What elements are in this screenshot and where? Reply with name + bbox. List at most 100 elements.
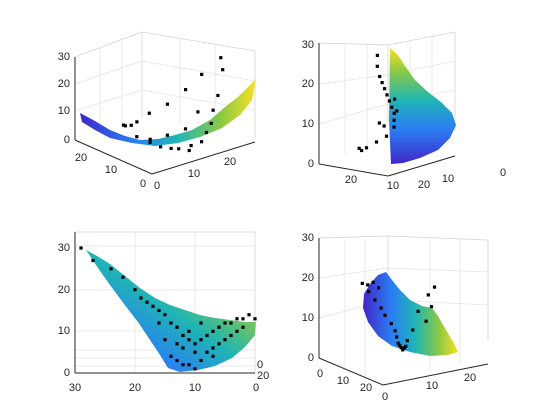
tr-data-point xyxy=(385,93,389,97)
bl-x-tick: 10 xyxy=(189,382,201,394)
bl-data-point xyxy=(193,367,197,371)
tr-z-tick: 20 xyxy=(302,78,314,90)
tr-data-point xyxy=(392,125,396,129)
tr-z-tick: 10 xyxy=(302,118,314,130)
bl-data-point xyxy=(169,321,173,325)
tl-data-point xyxy=(135,120,139,124)
tl-data-point xyxy=(148,140,152,144)
bl-y-tick: 0 xyxy=(257,359,263,371)
tl-z-tick: 30 xyxy=(58,51,70,63)
bl-data-point xyxy=(157,321,161,325)
br-x-tick: 20 xyxy=(464,372,476,384)
tl-data-point xyxy=(209,121,213,125)
bl-data-point xyxy=(163,338,167,342)
tl-data-point xyxy=(129,123,133,127)
bl-z-tick: 30 xyxy=(58,242,70,254)
tl-data-point xyxy=(169,146,173,150)
tr-data-points xyxy=(357,53,399,153)
tl-data-points xyxy=(121,56,225,153)
tr-x-axis xyxy=(387,155,456,177)
tl-data-point xyxy=(200,72,204,76)
br-data-point xyxy=(401,348,405,352)
br-x-tick: 10 xyxy=(426,380,438,392)
tr-surface xyxy=(389,48,456,164)
tl-data-point xyxy=(189,144,193,148)
tr-x-tick: 20 xyxy=(418,179,430,191)
tl-x-tick: 10 xyxy=(188,168,200,180)
tl-data-point xyxy=(196,110,200,114)
bl-data-point xyxy=(211,354,215,358)
bl-x-tick: 30 xyxy=(69,382,81,394)
br-y-tick: 10 xyxy=(337,375,349,387)
bl-data-point xyxy=(199,321,203,325)
tr-data-point xyxy=(364,146,369,150)
tl-data-point xyxy=(221,68,225,72)
tr-y-tick: 10 xyxy=(387,180,399,192)
bl-data-point xyxy=(211,346,215,350)
tl-data-point xyxy=(211,108,215,112)
bl-data-point xyxy=(133,288,137,292)
br-data-point xyxy=(366,283,370,287)
tl-data-point xyxy=(121,123,126,127)
br-data-point xyxy=(393,329,397,333)
br-data-point xyxy=(395,335,399,339)
bl-z-tick: 20 xyxy=(58,284,70,296)
bl-data-point xyxy=(91,258,95,263)
tl-z-tick: 10 xyxy=(58,105,70,117)
tl-y-tick: 20 xyxy=(75,152,87,164)
tl-data-point xyxy=(135,135,139,139)
bl-data-point xyxy=(181,346,185,350)
bl-data-point xyxy=(247,313,251,317)
br-data-point xyxy=(383,313,387,317)
bl-data-point xyxy=(223,338,227,342)
tl-data-point xyxy=(183,127,188,131)
br-data-point xyxy=(398,343,402,347)
br-data-point xyxy=(360,281,364,285)
br-data-point xyxy=(389,322,393,326)
br-data-point xyxy=(373,298,377,302)
bl-data-point xyxy=(121,275,125,279)
bl-data-point xyxy=(157,308,161,313)
br-data-point xyxy=(402,346,406,350)
subplot-bottom-left: 0 10 20 30 30 20 10 0 0 20 xyxy=(58,231,269,394)
tl-data-point xyxy=(216,93,220,98)
tr-data-point xyxy=(375,53,379,57)
br-y-tick: 20 xyxy=(360,382,372,394)
tr-grid xyxy=(318,36,456,154)
tl-data-point xyxy=(159,145,163,149)
tl-y-tick: 0 xyxy=(140,178,146,190)
bl-data-point xyxy=(235,317,239,321)
bl-data-point xyxy=(193,342,197,346)
tr-data-point xyxy=(383,87,387,91)
br-z-tick: 30 xyxy=(302,232,314,244)
bl-data-point xyxy=(139,296,143,300)
bl-data-point xyxy=(199,358,203,363)
bl-data-point xyxy=(163,313,167,317)
bl-data-point xyxy=(241,317,245,321)
tr-data-point xyxy=(380,81,384,85)
tr-back-box xyxy=(318,31,456,164)
br-data-point xyxy=(432,285,437,289)
bl-data-point xyxy=(235,329,239,333)
bl-y-tick: 20 xyxy=(257,370,269,382)
bl-data-point xyxy=(229,321,233,325)
br-surface xyxy=(363,272,458,356)
tl-x-tick: 0 xyxy=(154,180,160,192)
br-data-point xyxy=(429,305,434,309)
bl-z-tick: 0 xyxy=(64,367,70,379)
tl-x-axis xyxy=(151,141,256,175)
tl-z-tick: 20 xyxy=(58,78,70,90)
tl-y-tick: 10 xyxy=(105,164,117,176)
bl-data-point xyxy=(205,350,209,354)
bl-data-point xyxy=(109,267,113,271)
bl-data-point xyxy=(175,358,179,363)
br-x-tick: 0 xyxy=(382,391,388,403)
bl-data-point xyxy=(175,325,179,329)
bl-data-point xyxy=(181,333,185,338)
bl-data-point xyxy=(241,325,245,329)
subplot-top-left: 0 10 20 30 20 10 0 0 10 20 xyxy=(58,31,256,192)
tr-data-point xyxy=(357,146,361,150)
br-data-point xyxy=(424,319,428,323)
br-data-point xyxy=(405,339,409,343)
